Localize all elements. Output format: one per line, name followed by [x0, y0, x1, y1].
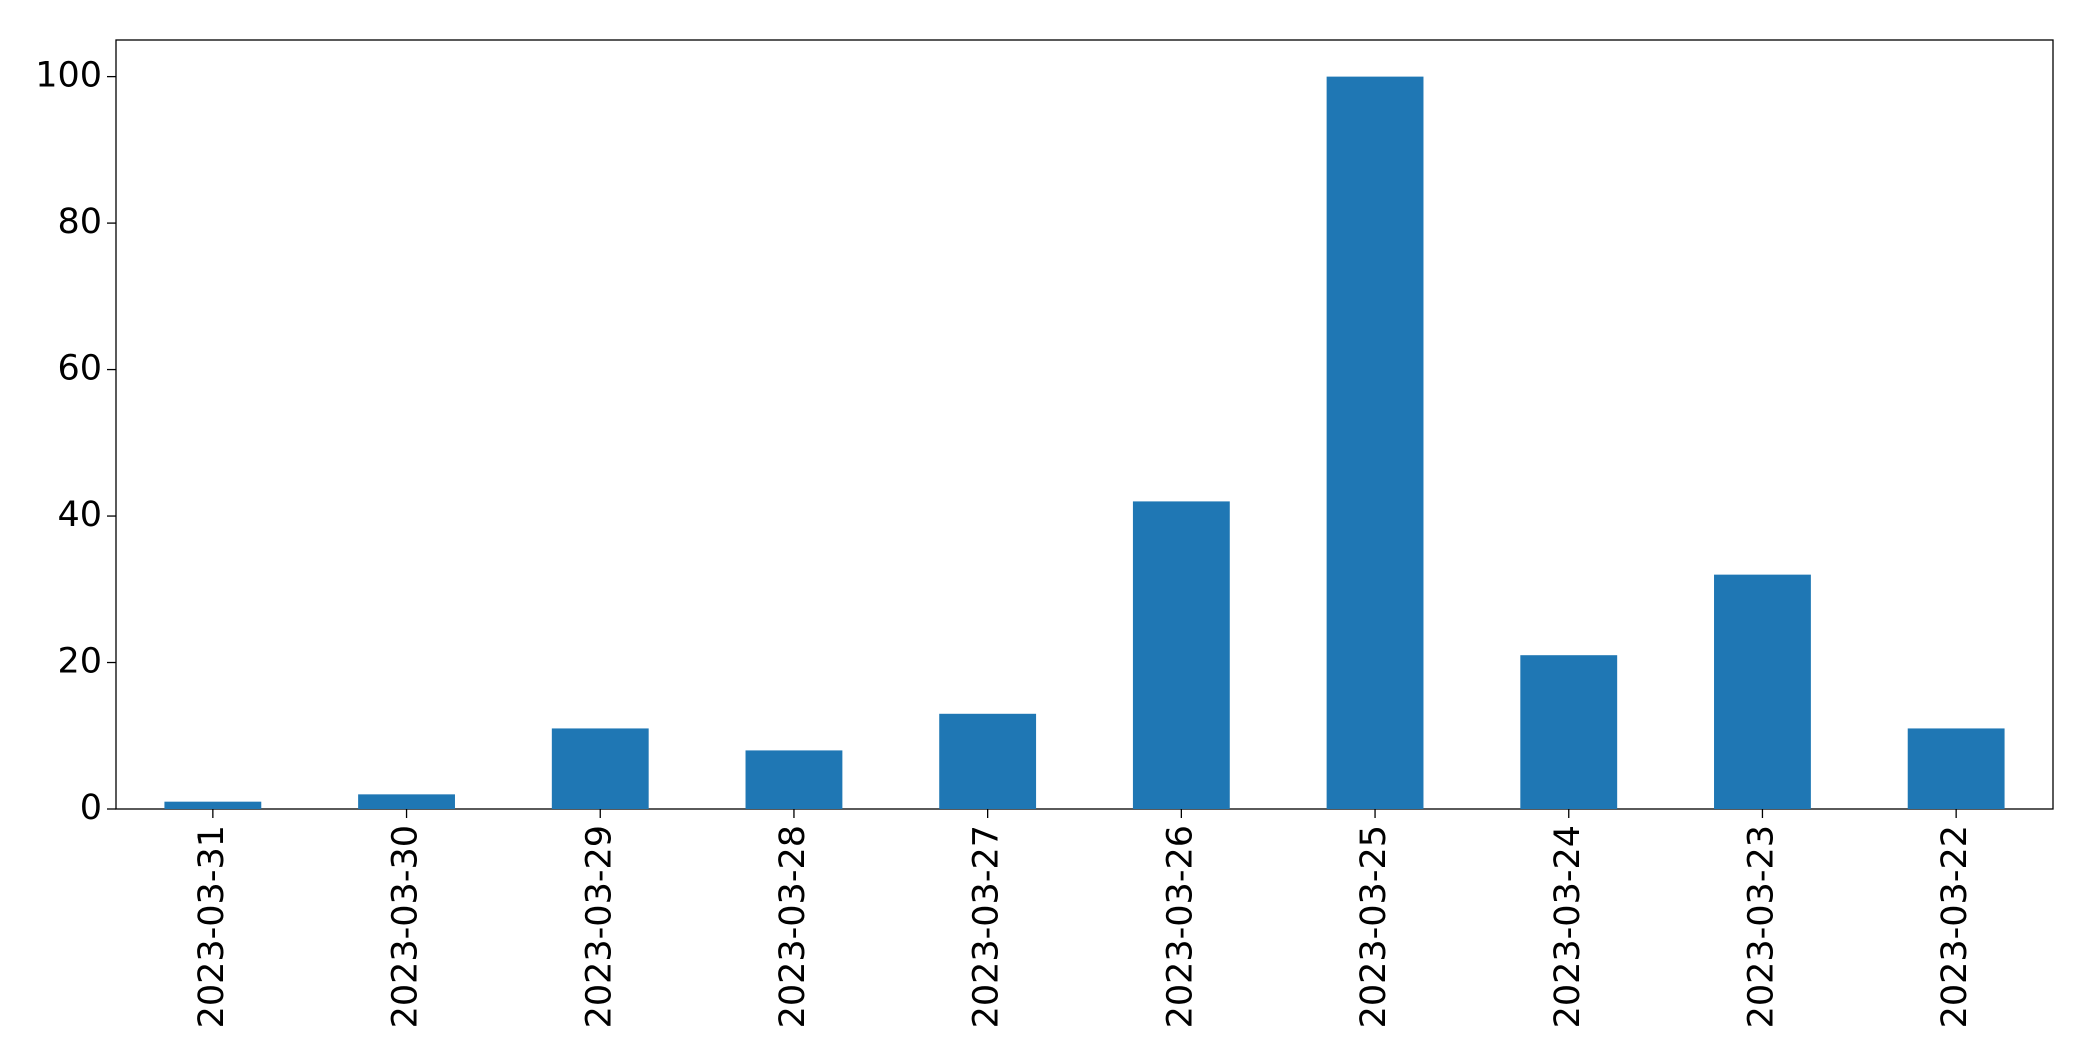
- bar: [1326, 76, 1424, 810]
- x-tick-label: 2023-03-24: [1548, 825, 1588, 1028]
- x-tick-label: 2023-03-26: [1160, 825, 1200, 1028]
- y-tick-label: 100: [35, 56, 102, 96]
- bar: [551, 728, 649, 809]
- bar: [745, 750, 843, 809]
- x-tick-label: 2023-03-25: [1354, 825, 1394, 1028]
- y-tick-label: 80: [57, 202, 102, 242]
- x-tick-label: 2023-03-30: [386, 825, 426, 1028]
- bar: [164, 801, 262, 809]
- y-tick-label: 0: [80, 788, 102, 828]
- y-tick-label: 60: [57, 349, 102, 389]
- bar: [939, 713, 1037, 809]
- x-tick-label: 2023-03-22: [1935, 825, 1975, 1028]
- y-tick-label: 40: [57, 495, 102, 535]
- axes-frame: [115, 39, 2054, 810]
- bar: [1520, 655, 1618, 809]
- x-tick-label: 2023-03-23: [1741, 825, 1781, 1028]
- x-tick-label: 2023-03-27: [967, 825, 1007, 1028]
- bar: [358, 794, 455, 809]
- x-tick-label: 2023-03-31: [192, 825, 232, 1028]
- bar: [1714, 574, 1811, 809]
- x-tick-label: 2023-03-29: [579, 825, 619, 1028]
- x-tick-label: 2023-03-28: [773, 825, 813, 1028]
- y-tick-label: 20: [57, 642, 102, 682]
- bar: [1907, 728, 2005, 809]
- bar: [1132, 501, 1230, 809]
